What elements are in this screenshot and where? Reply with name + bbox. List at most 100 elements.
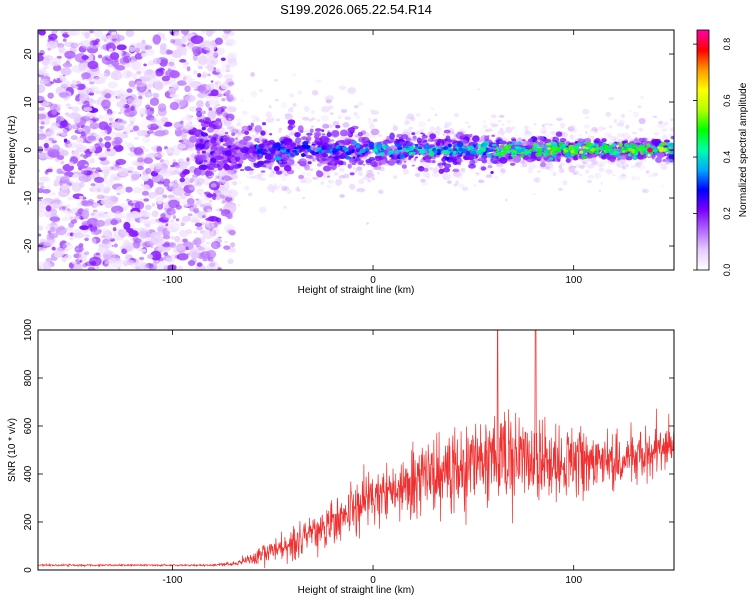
spectrogram-cell bbox=[320, 105, 331, 113]
spectrogram-cell bbox=[323, 171, 326, 174]
spectrogram-cell bbox=[627, 153, 632, 157]
spectrogram-cell bbox=[157, 246, 166, 252]
spectrogram-cell bbox=[64, 50, 76, 59]
spectrogram-cell bbox=[377, 146, 382, 151]
spectrogram-cell bbox=[367, 119, 375, 125]
spectrogram-cell bbox=[314, 128, 322, 132]
spectrogram-cell bbox=[591, 160, 598, 166]
colorbar-label: Normalized spectral amplitude bbox=[738, 82, 749, 217]
spectrogram-cell bbox=[185, 228, 193, 235]
spectrogram-cell bbox=[147, 90, 152, 96]
spectrogram-cell bbox=[456, 174, 462, 179]
spectrogram-cell bbox=[155, 68, 164, 77]
spectrogram-cell bbox=[307, 141, 312, 144]
spectrogram-cell bbox=[109, 179, 113, 183]
spectrogram-cell bbox=[210, 241, 221, 250]
spectrogram-cell bbox=[191, 214, 199, 223]
spectrogram-cell bbox=[51, 202, 60, 210]
spectrogram-cell bbox=[591, 157, 596, 161]
spectrogram-cell bbox=[465, 151, 471, 156]
spectrogram-cell bbox=[207, 109, 217, 120]
spectrogram-cell bbox=[379, 151, 385, 157]
spectrogram-cell bbox=[106, 195, 119, 205]
spectrogram-cell bbox=[67, 142, 79, 149]
spectrogram-cell bbox=[419, 143, 424, 148]
spectrogram-cell bbox=[72, 260, 77, 265]
spectrogram-cell bbox=[473, 144, 476, 148]
spectrogram-cell bbox=[60, 30, 68, 35]
spectrogram-cell bbox=[590, 136, 595, 139]
spectrogram-cell bbox=[320, 181, 324, 185]
spectrogram-cell bbox=[52, 64, 62, 72]
spectrogram-cell bbox=[283, 165, 292, 172]
spectrogram-cell bbox=[598, 189, 602, 192]
spectrogram-cell bbox=[500, 168, 506, 174]
spectrogram-cell bbox=[106, 148, 111, 152]
spectrogram-cell bbox=[218, 171, 226, 178]
spectrogram-cell bbox=[620, 158, 627, 164]
spectrogram-cell bbox=[428, 151, 435, 157]
spectrogram-cell bbox=[387, 151, 393, 155]
spectrogram-cell bbox=[130, 171, 141, 180]
spectrogram-cell bbox=[89, 122, 100, 130]
spectrogram-cell bbox=[286, 189, 292, 194]
spectrogram-cell bbox=[124, 62, 131, 68]
spectrogram-cell bbox=[250, 122, 255, 127]
spectrogram-cell bbox=[499, 157, 508, 164]
spectrogram-xlabel: Height of straight line (km) bbox=[298, 285, 415, 296]
spectrogram-cell bbox=[228, 229, 236, 236]
spectrogram-cell bbox=[112, 161, 116, 165]
spectrogram-cell bbox=[166, 207, 176, 216]
spectrogram-cell bbox=[151, 202, 156, 208]
spectrogram-cell bbox=[646, 143, 651, 147]
spectrogram-cell bbox=[498, 152, 502, 157]
spectrogram-cell bbox=[121, 212, 126, 217]
spectrogram-cell bbox=[64, 233, 71, 238]
spectrogram-cell bbox=[505, 198, 508, 202]
spectrogram-cell bbox=[661, 185, 665, 188]
spectrogram-cell bbox=[41, 188, 51, 194]
spectrogram-cell bbox=[89, 157, 95, 164]
spectrogram-cell bbox=[59, 149, 69, 157]
spectrogram-cell bbox=[602, 127, 606, 130]
spectrogram-cell bbox=[280, 143, 283, 146]
spectrogram-cell bbox=[232, 180, 238, 186]
spectrogram-cell bbox=[558, 164, 563, 169]
spectrogram-cell bbox=[502, 147, 506, 152]
spectrogram-cell bbox=[604, 160, 607, 164]
spectrogram-cell bbox=[419, 166, 423, 169]
colorbar: 0.0 0.2 0.4 0.6 0.8 Normalized spectral ampl… bbox=[693, 29, 749, 276]
spectrogram-cell bbox=[569, 164, 577, 170]
spectrogram-cell bbox=[214, 81, 219, 85]
spectrogram-cell bbox=[208, 107, 213, 111]
spectrogram-cell bbox=[223, 155, 228, 161]
spectrogram-cell bbox=[136, 157, 144, 163]
spectrogram-cell bbox=[50, 213, 57, 218]
spectrogram-cell bbox=[447, 138, 452, 143]
spectrogram-cell bbox=[428, 167, 433, 170]
spectrogram-cell bbox=[207, 73, 211, 77]
spectrogram-cell bbox=[205, 56, 218, 67]
spectrogram-cell bbox=[71, 182, 82, 193]
spectrogram-cell bbox=[490, 156, 499, 164]
spectrogram-cell bbox=[49, 208, 58, 216]
spectrogram-cell bbox=[212, 139, 222, 145]
spectrogram-cell bbox=[640, 147, 646, 152]
spectrogram-cell bbox=[101, 235, 106, 238]
spectrogram-cell bbox=[161, 117, 169, 123]
spectrogram-cell bbox=[95, 90, 103, 95]
spectrogram-cell bbox=[227, 106, 237, 113]
spectrogram-cell bbox=[497, 149, 500, 152]
spectrogram-cell bbox=[494, 175, 499, 179]
spectrogram-cell bbox=[162, 243, 171, 248]
spectrogram-cell bbox=[93, 176, 105, 184]
spectrogram-cell bbox=[197, 211, 207, 219]
spectrogram-cell bbox=[331, 160, 336, 165]
spectrogram-cell bbox=[137, 227, 145, 237]
spectrogram-cell bbox=[313, 131, 322, 138]
spectrogram-cell bbox=[215, 208, 221, 212]
spectrogram-cell bbox=[556, 155, 562, 161]
spectrogram-cell bbox=[157, 200, 163, 205]
spectrogram-cell bbox=[75, 143, 83, 148]
spectrogram-cell bbox=[268, 161, 275, 165]
